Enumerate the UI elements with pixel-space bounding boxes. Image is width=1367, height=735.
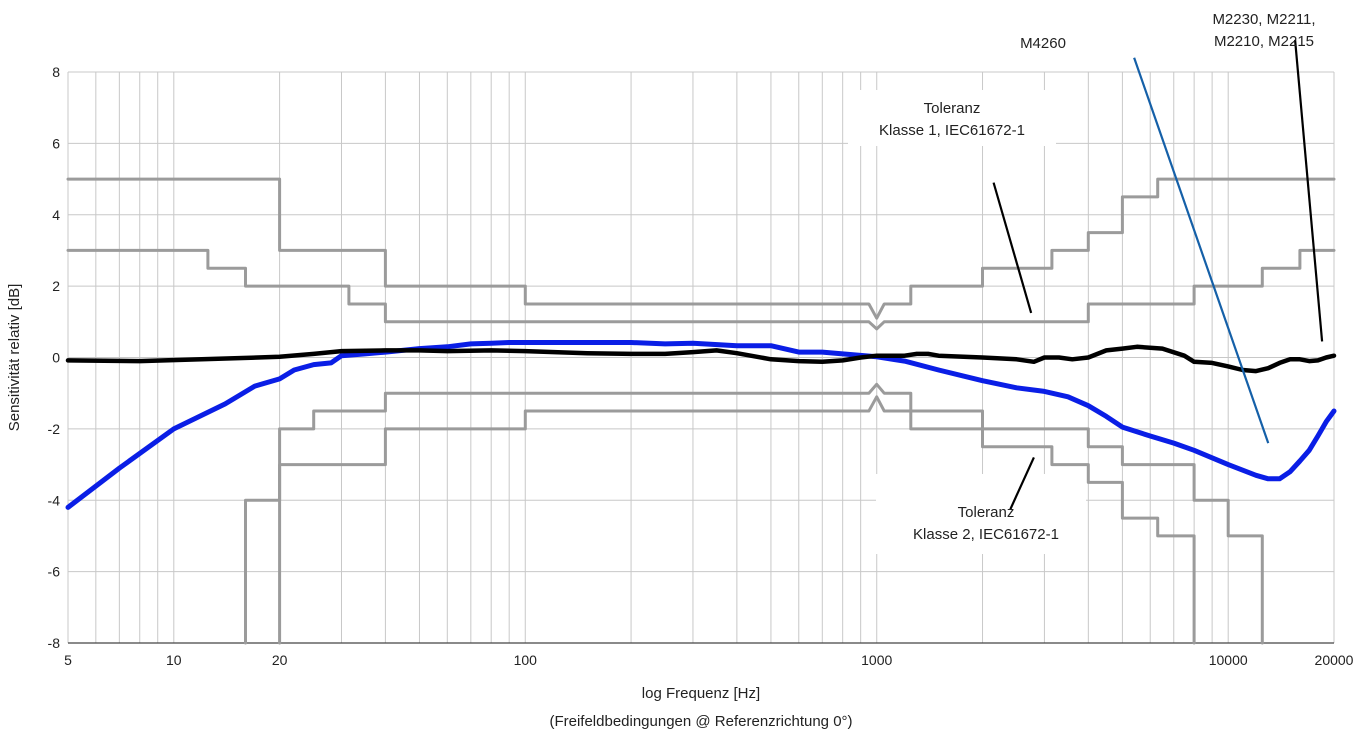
series-klasse-1-lower — [244, 382, 1264, 645]
leader-line-klasse2 — [1009, 456, 1035, 510]
series-klasse-2-upper — [66, 177, 1336, 320]
tick-labels: 5 10 20 100 1000 10000 20000 -8 -6 -4 -2 0 2 4 6 8 — [48, 64, 1354, 668]
y-tick-label: -2 — [48, 421, 61, 437]
x-tick-label: 100 — [514, 652, 538, 668]
annotation-label-klasse1: Klasse 1, IEC61672-1 — [879, 122, 1025, 139]
annotation-box-klasse2 — [876, 474, 1086, 554]
annotation-label-klasse2: Toleranz — [958, 504, 1015, 521]
y-tick-label: 2 — [52, 278, 60, 294]
annotation-label-m4260: M4260 — [1020, 35, 1066, 52]
x-tick-label: 10 — [166, 652, 182, 668]
y-tick-label: 0 — [52, 350, 60, 366]
y-tick-label: 6 — [52, 135, 60, 151]
leader-line-m2230 — [1293, 39, 1324, 342]
x-tick-label: 5 — [64, 652, 72, 668]
annotation-box-klasse1 — [848, 90, 1056, 146]
annotation-label-klasse2: Klasse 2, IEC61672-1 — [913, 526, 1059, 543]
annotation-leaders — [992, 39, 1324, 510]
y-tick-label: 4 — [52, 207, 60, 223]
leader-line-klasse1 — [992, 182, 1033, 314]
y-tick-label: -6 — [48, 564, 61, 580]
y-tick-label: 8 — [52, 64, 60, 80]
chart-subtitle: (Freifeldbedingungen @ Referenzrichtung … — [549, 713, 852, 730]
series-klasse-1-upper — [66, 248, 1336, 331]
series-m2230-m2211-m2210-m2215 — [65, 344, 1337, 374]
annotation-label-m2230: M2210, M2215 — [1214, 33, 1314, 50]
leader-line-m4260 — [1133, 57, 1270, 444]
annotation-label-klasse1: Toleranz — [924, 100, 981, 117]
x-tick-label: 10000 — [1209, 652, 1248, 668]
tolerance-lines — [66, 177, 1336, 645]
annotation-boxes — [848, 90, 1086, 554]
x-tick-label: 20000 — [1315, 652, 1354, 668]
x-axis-title: log Frequenz [Hz] — [642, 685, 760, 702]
x-tick-label: 1000 — [861, 652, 892, 668]
response-curves — [65, 340, 1337, 510]
annotation-label-m2230: M2230, M2211, — [1212, 11, 1315, 28]
y-axis-title: Sensitivität relativ [dB] — [6, 284, 23, 432]
series-klasse-2-lower — [278, 395, 1196, 645]
annotation-labels: M4260 M2230, M2211, M2210, M2215 Toleranz Kl… — [879, 11, 1316, 543]
y-tick-label: -4 — [48, 492, 61, 508]
y-tick-label: -8 — [48, 635, 61, 651]
series-m4260 — [65, 340, 1337, 510]
x-tick-label: 20 — [272, 652, 288, 668]
